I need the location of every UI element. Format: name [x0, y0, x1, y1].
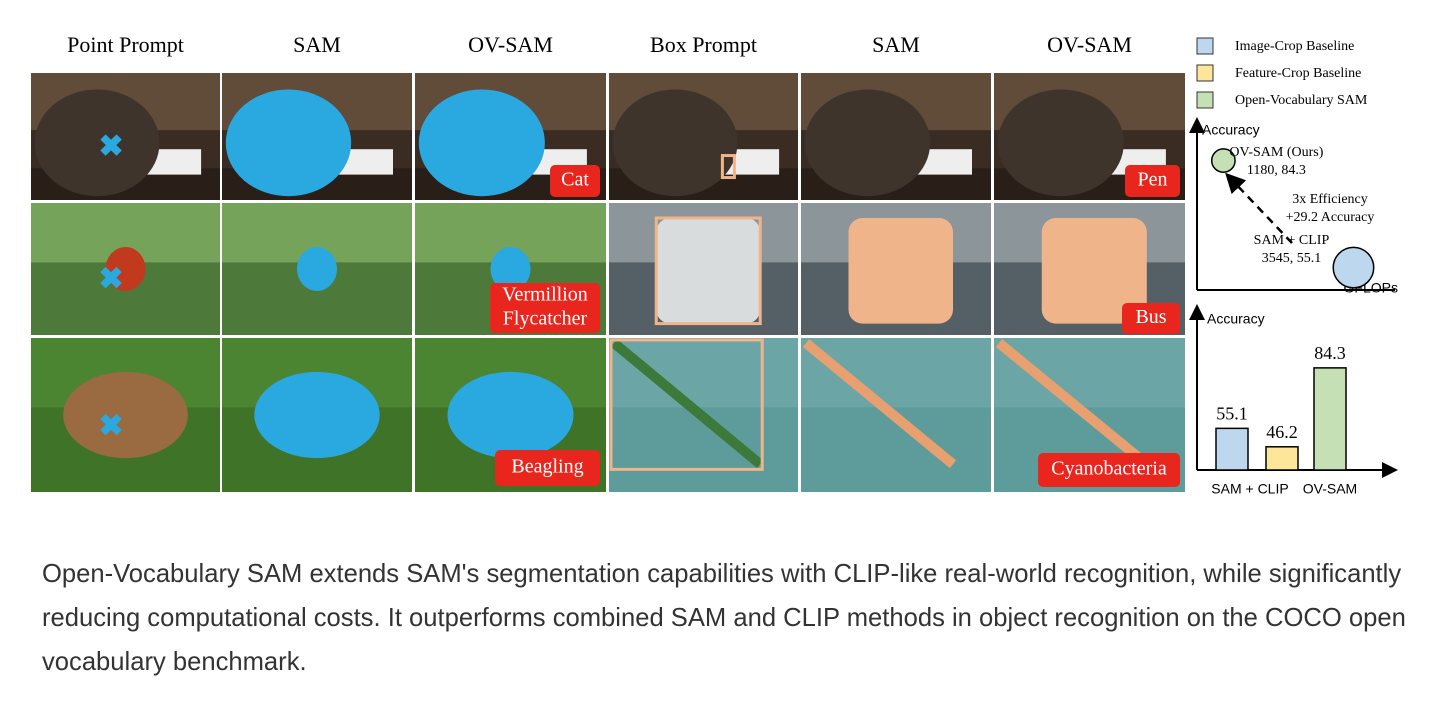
class-label: Cyanobacteria	[1051, 458, 1167, 480]
dog	[254, 371, 380, 459]
bar-value-label: 84.3	[1314, 343, 1346, 363]
annotation: 3x Efficiency	[1292, 192, 1368, 207]
dog	[63, 371, 188, 459]
image-grid: ✖ ✖ ✖	[31, 73, 1185, 492]
caption: Open-Vocabulary SAM extends SAM's segmen…	[42, 560, 1406, 676]
box-prompt	[609, 338, 764, 471]
bar-value-label: 55.1	[1216, 403, 1248, 423]
bird	[105, 247, 146, 291]
column-header: OV-SAM	[1047, 32, 1132, 57]
bubble	[1210, 148, 1236, 173]
legend-label: Feature-Crop Baseline	[1235, 66, 1361, 81]
class-label: Cat	[561, 169, 589, 191]
box-prompt	[720, 154, 736, 180]
point-marker: ✖	[98, 263, 123, 296]
annotation: +29.2 Accuracy	[1286, 210, 1375, 225]
y-axis-label: Accuracy	[1202, 122, 1260, 138]
efficiency-arrow	[1225, 172, 1293, 244]
label-box	[490, 283, 600, 333]
column-header: OV-SAM	[468, 32, 553, 57]
legend-swatch	[1196, 37, 1214, 55]
cat	[418, 89, 545, 197]
figure: ✖ ✖ ✖ Point Prompt SAM OV-SAM Box Prompt SAM OV…	[31, 32, 1398, 497]
bus	[848, 218, 953, 324]
bus	[1041, 218, 1147, 324]
filament	[610, 339, 764, 469]
point-marker: ✖	[98, 410, 123, 443]
class-label: Pen	[1138, 169, 1168, 191]
class-label: Vermillion	[502, 284, 588, 306]
legend-swatch	[1196, 91, 1214, 109]
cat	[34, 89, 160, 197]
bar	[1265, 446, 1299, 471]
point-marker: ✖	[98, 130, 123, 163]
cat	[804, 89, 931, 197]
class-label: Flycatcher	[503, 308, 588, 330]
point-label: 3545, 55.1	[1262, 251, 1322, 266]
filament	[802, 339, 957, 469]
box-prompt	[654, 216, 762, 326]
column-header: Point Prompt	[67, 32, 184, 57]
class-label: Beagling	[511, 456, 583, 478]
image-panel-top	[609, 338, 798, 408]
cat	[612, 89, 738, 197]
bird	[297, 247, 337, 291]
bar-value-label: 46.2	[1266, 422, 1298, 442]
bird	[490, 247, 531, 291]
cat	[225, 89, 352, 197]
label-box	[1038, 453, 1180, 487]
y-axis-label: Accuracy	[1207, 311, 1265, 327]
point-name: SAM + CLIP	[1254, 233, 1330, 248]
bar	[1313, 367, 1347, 471]
bus	[656, 218, 761, 324]
label-box	[550, 165, 600, 197]
column-header: SAM	[872, 32, 920, 57]
x-tick-label: OV-SAM	[1303, 481, 1357, 497]
bubble	[1332, 246, 1375, 289]
legend-label: Open-Vocabulary SAM	[1235, 93, 1368, 108]
legend-swatch	[1196, 64, 1214, 82]
x-tick-label: SAM + CLIP	[1211, 481, 1288, 497]
label-box	[495, 450, 600, 486]
dog	[447, 371, 574, 459]
class-label: Bus	[1135, 306, 1166, 328]
point-name: OV-SAM (Ours)	[1229, 145, 1323, 160]
label-box	[1122, 303, 1180, 334]
bar	[1215, 427, 1249, 471]
cat	[997, 89, 1124, 197]
legend-label: Image-Crop Baseline	[1235, 39, 1354, 54]
filament	[995, 339, 1150, 469]
image-panel-top	[801, 338, 991, 408]
label-box	[1125, 165, 1180, 197]
column-header: SAM	[293, 32, 341, 57]
point-label: 1180, 84.3	[1247, 163, 1306, 178]
image-panel-top	[994, 338, 1185, 408]
column-header: Box Prompt	[650, 32, 757, 57]
